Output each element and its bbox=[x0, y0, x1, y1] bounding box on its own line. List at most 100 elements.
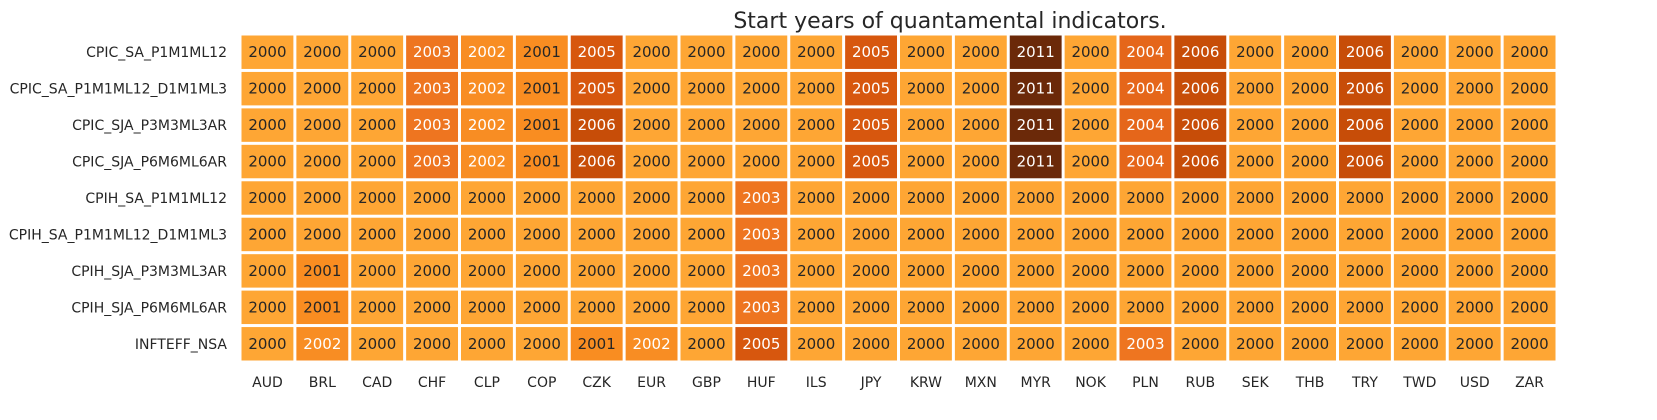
heatmap-cell bbox=[900, 217, 952, 252]
cell-value-label: 2000 bbox=[1510, 153, 1548, 171]
heatmap-cell bbox=[790, 71, 843, 106]
heatmap-cell bbox=[1339, 144, 1391, 179]
heatmap-cell bbox=[1503, 108, 1556, 142]
cell-value-label: 2000 bbox=[852, 225, 890, 243]
cell-value-label: 2002 bbox=[303, 335, 341, 353]
heatmap-cell bbox=[406, 290, 459, 325]
heatmap-cell bbox=[1119, 35, 1172, 69]
heatmap-cell bbox=[1393, 217, 1446, 252]
cell-value-label: 2006 bbox=[1181, 80, 1219, 98]
heatmap-cell bbox=[1174, 254, 1227, 288]
cell-value-label: 2000 bbox=[797, 335, 835, 353]
column-tick-label: THB bbox=[1295, 375, 1325, 391]
cell-value-label: 2000 bbox=[248, 43, 286, 61]
cell-value-label: 2000 bbox=[1126, 225, 1164, 243]
heatmap-cell bbox=[1064, 144, 1117, 179]
cell-value-label: 2000 bbox=[1236, 335, 1274, 353]
heatmap-cell bbox=[570, 35, 623, 69]
cell-value-label: 2000 bbox=[907, 43, 945, 61]
heatmap-cell bbox=[1229, 108, 1282, 142]
cell-value-label: 2000 bbox=[687, 153, 725, 171]
cell-value-label: 2006 bbox=[1181, 43, 1219, 61]
heatmap-cell bbox=[735, 181, 788, 215]
cell-value-label: 2000 bbox=[1071, 43, 1109, 61]
cell-value-label: 2000 bbox=[1236, 189, 1274, 207]
heatmap-cell bbox=[1339, 181, 1391, 215]
heatmap-cell bbox=[1448, 290, 1501, 325]
heatmap-cell bbox=[845, 290, 898, 325]
heatmap-cell bbox=[296, 144, 349, 179]
cell-value-label: 2000 bbox=[1181, 262, 1219, 280]
heatmap-cell bbox=[1339, 290, 1391, 325]
cell-value-label: 2005 bbox=[578, 43, 616, 61]
heatmap-cell bbox=[1119, 144, 1172, 179]
cell-value-label: 2006 bbox=[1181, 153, 1219, 171]
heatmap-cell bbox=[241, 217, 294, 252]
column-tick-label: MXN bbox=[965, 375, 997, 391]
cell-value-label: 2001 bbox=[303, 262, 341, 280]
heatmap-cell bbox=[1339, 108, 1391, 142]
cell-value-label: 2000 bbox=[907, 335, 945, 353]
row-labels: CPIC_SA_P1M1ML12 CPIC_SA_P1M1ML12_D1M1ML3… bbox=[9, 45, 228, 353]
heatmap-cell bbox=[1119, 217, 1172, 252]
heatmap-cell bbox=[735, 217, 788, 252]
cell-value-label: 2000 bbox=[1181, 298, 1219, 316]
heatmap-cell bbox=[680, 217, 733, 252]
cell-value-label: 2000 bbox=[1291, 116, 1329, 134]
cell-value-label: 2000 bbox=[1236, 43, 1274, 61]
column-tick-label: BRL bbox=[309, 375, 336, 391]
heatmap-cell bbox=[241, 144, 294, 179]
row-tick-label: CPIC_SA_P1M1ML12_D1M1ML3 bbox=[10, 82, 227, 98]
heatmap-cell bbox=[900, 71, 952, 106]
heatmap-cell bbox=[1229, 181, 1282, 215]
heatmap-cell bbox=[351, 254, 404, 288]
cell-value-label: 2000 bbox=[632, 153, 670, 171]
heatmap-cell bbox=[570, 217, 623, 252]
cell-value-label: 2000 bbox=[1401, 43, 1439, 61]
heatmap-cell bbox=[1009, 35, 1062, 69]
heatmap-cell bbox=[954, 290, 1007, 325]
cell-value-label: 2000 bbox=[797, 189, 835, 207]
cell-value-label: 2000 bbox=[1126, 189, 1164, 207]
cell-value-label: 2002 bbox=[632, 335, 670, 353]
heatmap-cell bbox=[845, 71, 898, 106]
column-tick-label: CLP bbox=[474, 375, 500, 391]
heatmap-cell bbox=[1339, 71, 1391, 106]
heatmap-cell bbox=[461, 71, 513, 106]
cell-value-label: 2000 bbox=[1401, 335, 1439, 353]
cell-value-label: 2000 bbox=[358, 298, 396, 316]
cell-value-label: 2005 bbox=[852, 43, 890, 61]
cell-value-label: 2000 bbox=[1236, 262, 1274, 280]
heatmap-cell bbox=[1174, 144, 1227, 179]
cell-value-label: 2000 bbox=[578, 189, 616, 207]
cell-value-label: 2000 bbox=[1236, 298, 1274, 316]
cell-value-label: 2000 bbox=[358, 153, 396, 171]
cell-value-label: 2003 bbox=[742, 189, 780, 207]
cell-value-label: 2004 bbox=[1126, 116, 1164, 134]
heatmap-cell bbox=[900, 181, 952, 215]
heatmap-cell bbox=[1448, 35, 1501, 69]
heatmap-cell bbox=[1448, 327, 1501, 361]
column-tick-label: HUF bbox=[747, 375, 776, 391]
heatmap-cell bbox=[406, 254, 459, 288]
cell-value-label: 2000 bbox=[303, 153, 341, 171]
cell-value-label: 2000 bbox=[303, 80, 341, 98]
cell-value-label: 2000 bbox=[413, 298, 451, 316]
cell-value-label: 2000 bbox=[358, 43, 396, 61]
heatmap-cell bbox=[625, 71, 678, 106]
heatmap-cell bbox=[845, 144, 898, 179]
heatmap-cell bbox=[790, 327, 843, 361]
cell-value-label: 2000 bbox=[1017, 225, 1055, 243]
cell-value-label: 2000 bbox=[1346, 298, 1384, 316]
heatmap-cell bbox=[625, 35, 678, 69]
cell-value-label: 2000 bbox=[1510, 262, 1548, 280]
cell-value-label: 2000 bbox=[797, 153, 835, 171]
heatmap-cell bbox=[461, 181, 513, 215]
column-tick-label: TWD bbox=[1402, 375, 1436, 391]
row-tick-label: CPIH_SJA_P3M3ML3AR bbox=[71, 264, 227, 280]
heatmap-cell bbox=[515, 144, 568, 179]
cell-value-label: 2000 bbox=[687, 43, 725, 61]
cell-value-label: 2000 bbox=[248, 225, 286, 243]
heatmap-cell bbox=[296, 217, 349, 252]
heatmap-cell bbox=[461, 217, 513, 252]
